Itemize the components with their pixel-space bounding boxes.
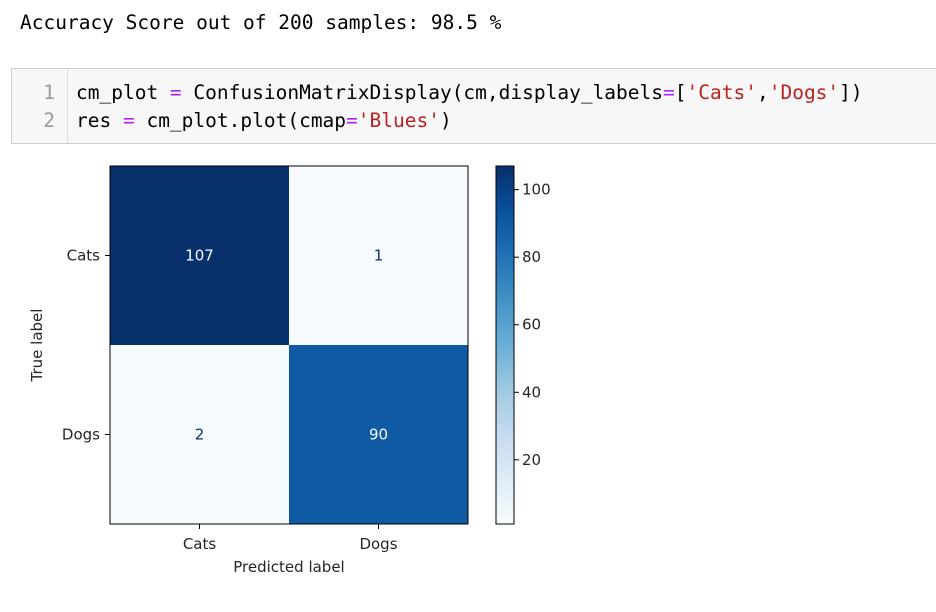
code-token: res	[76, 109, 123, 132]
confusion-matrix-figure: 107 1 2 90 Cats Dogs Cats Dogs Predicted label Tr…	[0, 150, 600, 595]
line-number: 2	[43, 109, 55, 132]
code-token: 'Blues'	[357, 109, 440, 132]
code-cell[interactable]: 1 2 cm_plot = ConfusionMatrixDisplay(cm,…	[11, 68, 936, 144]
x-axis-label: Predicted label	[233, 558, 344, 576]
accuracy-output: Accuracy Score out of 200 samples: 98.5 …	[20, 11, 502, 34]
code-line[interactable]: cm_plot = ConfusionMatrixDisplay(cm,disp…	[76, 79, 863, 107]
code-token: =	[663, 81, 675, 104]
code-token: ConfusionMatrixDisplay(cm,display_labels	[181, 81, 664, 104]
code-token: cm_plot.plot(cmap	[134, 109, 347, 132]
colorbar-tick-label: 40	[522, 383, 541, 401]
confusion-matrix-chart: 107 1 2 90 Cats Dogs Cats Dogs Predicted label Tr…	[28, 165, 551, 576]
code-token: )	[439, 109, 452, 132]
matrix-cell	[289, 166, 468, 345]
code-token: =	[346, 109, 358, 132]
cell-value-label: 2	[195, 426, 205, 444]
y-axis-label: True label	[28, 309, 46, 383]
matrix-frame	[109, 165, 469, 525]
line-number-gutter: 1 2	[12, 69, 68, 143]
y-tick-label: Dogs	[62, 426, 100, 444]
cell-value-label: 1	[374, 247, 384, 265]
code-token: 'Cats'	[686, 81, 757, 104]
colorbar	[495, 165, 515, 525]
code-token: ,	[756, 81, 769, 104]
colorbar-tick-label: 60	[522, 316, 541, 334]
colorbar-tick-label: 100	[522, 181, 551, 199]
code-token: =	[122, 109, 135, 132]
y-tick-label: Cats	[67, 247, 101, 265]
code-token: ])	[839, 81, 863, 104]
x-tick-label: Cats	[183, 535, 217, 553]
line-number: 1	[43, 81, 55, 104]
colorbar-tick-label: 20	[522, 451, 541, 469]
matrix-cell	[110, 345, 289, 524]
colorbar-tick-label: 80	[522, 248, 541, 266]
x-tick-label: Dogs	[359, 535, 397, 553]
code-line[interactable]: res = cm_plot.plot(cmap='Blues')	[76, 107, 452, 135]
code-token: cm_plot	[76, 81, 170, 104]
code-token: 'Dogs'	[768, 81, 840, 104]
matrix-cell	[110, 166, 289, 345]
matrix-cell	[289, 345, 468, 524]
code-token: [	[674, 81, 687, 104]
cell-value-label: 107	[185, 247, 214, 265]
code-token: =	[169, 81, 182, 104]
cell-value-label: 90	[369, 426, 388, 444]
